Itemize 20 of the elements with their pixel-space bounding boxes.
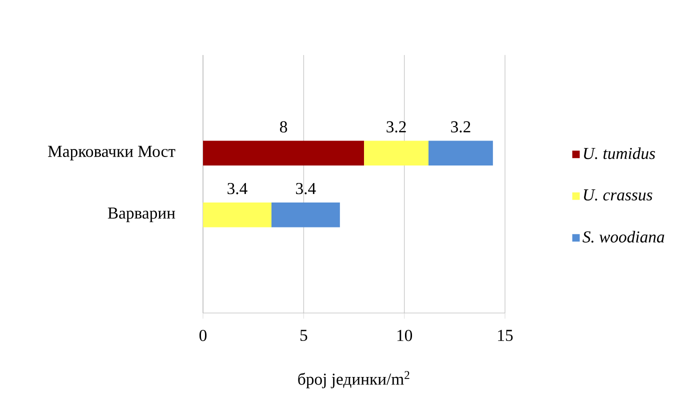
y-tick-label: Марковачки Мост [48,146,176,160]
bar [428,140,493,166]
data-label: 3.2 [386,121,406,133]
x-tick-label: 15 [498,330,513,342]
x-tick-label: 0 [199,330,207,342]
legend-label: S. woodiana [582,230,664,243]
data-label: 3.4 [228,182,248,194]
bar [203,140,364,166]
bar [271,202,340,228]
legend-label: U. crassus [584,189,652,201]
y-tick-label: Варварин [108,208,176,222]
legend-label: U. tumidus [584,147,656,160]
x-tick-label: 10 [397,330,412,342]
data-label: 3.4 [296,182,316,194]
bar [364,140,428,166]
bar [203,202,272,228]
data-label: 8 [280,121,288,133]
x-tick-label: 5 [300,330,308,341]
x-axis-title: број јединки/m$^{2}$ [298,371,410,388]
data-label: 3.2 [451,121,470,133]
